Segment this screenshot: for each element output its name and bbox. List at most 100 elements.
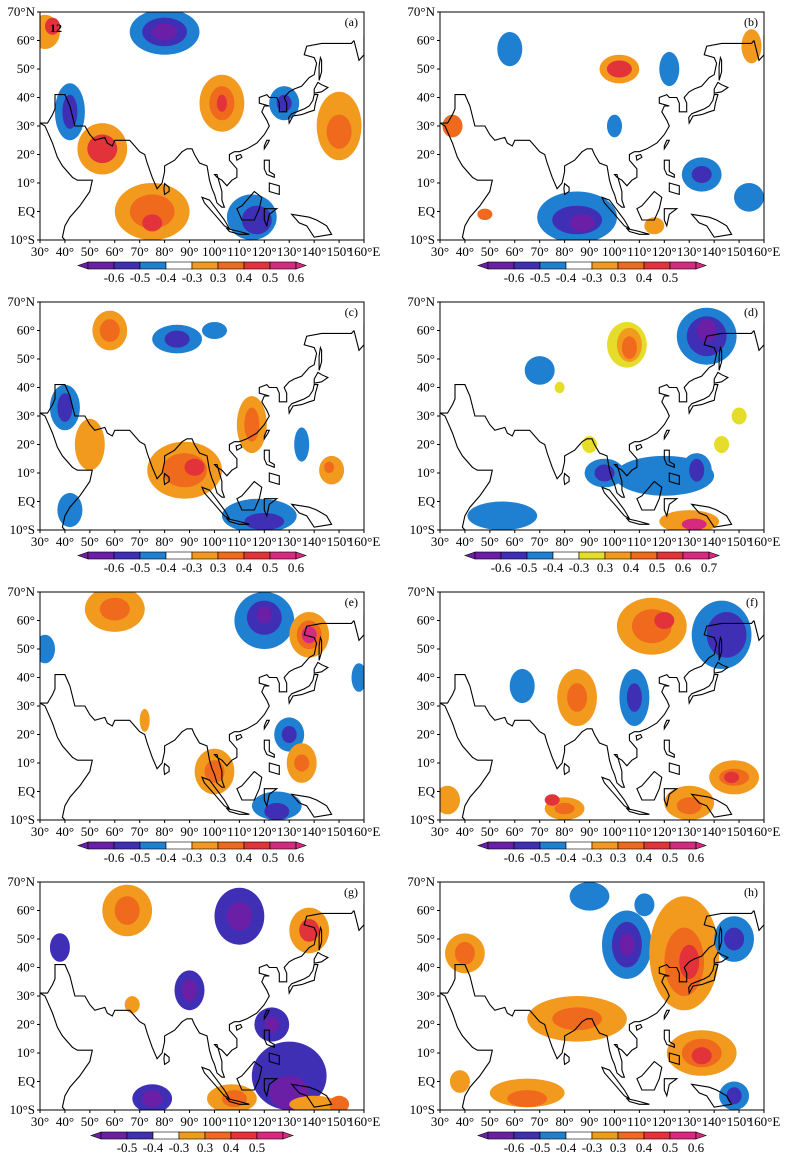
lon-tick-label: 120° <box>652 1114 677 1129</box>
lon-tick-label: 120° <box>652 824 677 839</box>
colorbar-swatch <box>487 1131 515 1140</box>
lon-tick-label: 160°E <box>348 244 381 259</box>
lat-tick-label: 70°N <box>7 4 35 19</box>
lon-tick-label: 60° <box>506 824 524 839</box>
colorbar-tick-label: -0.4 <box>543 560 564 575</box>
colorbar-tick-label: 0.4 <box>223 1140 240 1155</box>
anomaly-region <box>554 802 575 815</box>
colorbar-swatch <box>565 1131 593 1140</box>
colorbar-tick-label: -0.6 <box>504 850 525 865</box>
lat-tick-label: 70°N <box>407 584 435 599</box>
lon-tick-label: 70° <box>131 1114 149 1129</box>
lon-tick-label: 70° <box>531 244 549 259</box>
anomaly-region <box>681 518 707 530</box>
lat-tick-label: EQ <box>418 204 436 219</box>
anomaly-region <box>202 322 227 339</box>
colorbar-tick-label: 0.5 <box>249 1140 265 1155</box>
anomaly-region <box>619 933 635 957</box>
panel-label: (g) <box>344 885 358 899</box>
lon-tick-label: 110° <box>227 824 251 839</box>
lon-tick-label: 100° <box>602 1114 627 1129</box>
coastline <box>40 614 364 820</box>
colorbar-tick-label: -0.4 <box>143 1140 164 1155</box>
lon-tick-label: 40° <box>456 1114 474 1129</box>
lon-tick-label: 50° <box>481 824 499 839</box>
lon-tick-label: 40° <box>56 1114 74 1129</box>
anomaly-region <box>676 797 702 815</box>
anomaly-region <box>524 356 555 385</box>
lon-tick-label: 120° <box>252 244 277 259</box>
lon-tick-label: 70° <box>131 824 149 839</box>
lon-tick-label: 30° <box>31 244 49 259</box>
colorbar-swatch <box>591 1131 619 1140</box>
anomaly-region <box>691 1047 712 1065</box>
lon-tick-label: 140° <box>302 534 327 549</box>
colorbar-swatch <box>669 261 697 270</box>
lon-tick-label: 110° <box>627 244 651 259</box>
colorbar-tick-label: 0.4 <box>236 560 253 575</box>
colorbar-tick-label: -0.6 <box>491 560 512 575</box>
lat-tick-label: 70°N <box>7 584 35 599</box>
anomaly-region <box>182 978 197 1002</box>
map-panel-f: (f) 70°N 60° 50° 40° 30° 20° 10° EQ 10°S 30° 40° 50°… <box>400 580 800 870</box>
colorbar-swatch <box>178 1131 206 1140</box>
lat-tick-label: 20° <box>17 147 35 162</box>
lat-tick-label: 60° <box>417 613 435 628</box>
anomaly-field-a <box>40 12 364 240</box>
anomaly-region <box>567 683 588 712</box>
coastline <box>440 614 764 820</box>
colorbar-swatch <box>87 841 115 850</box>
colorbar-tick-label: -0.5 <box>130 560 151 575</box>
colorbar-swatch <box>617 841 645 850</box>
colorbar-swatch <box>643 261 671 270</box>
colorbar-tick-label: 0.3 <box>610 270 626 285</box>
colorbar-swatch <box>669 1131 697 1140</box>
colorbar-tick-label: 0.6 <box>688 1140 705 1155</box>
lon-tick-label: 100° <box>202 824 227 839</box>
lon-tick-label: 160°E <box>748 824 781 839</box>
colorbar-swatch <box>126 1131 154 1140</box>
lon-tick-label: 110° <box>627 824 651 839</box>
lat-tick-label: 70°N <box>407 294 435 309</box>
lon-tick-label: 60° <box>106 534 124 549</box>
lon-tick-label: 60° <box>106 1114 124 1129</box>
lon-tick-label: 30° <box>31 824 49 839</box>
colorbar-tick-label: 0.5 <box>662 850 678 865</box>
lat-tick-label: EQ <box>418 494 436 509</box>
colorbar-swatch <box>500 551 528 560</box>
lat-tick-label: 70°N <box>7 294 35 309</box>
lon-tick-label: 140° <box>702 534 727 549</box>
lon-tick-label: 130° <box>677 534 702 549</box>
colorbar-swatch <box>513 261 541 270</box>
colorbar-tick-label: -0.3 <box>582 1140 603 1155</box>
anomaly-region <box>276 94 292 112</box>
lon-tick-label: 30° <box>431 534 449 549</box>
colorbar-tick-label: -0.3 <box>569 560 590 575</box>
anomaly-region <box>264 1016 280 1033</box>
lon-tick-label: 60° <box>106 244 124 259</box>
anomaly-field-b <box>440 12 764 240</box>
colorbar: -0.6 -0.5 -0.4 -0.3 0.3 0.4 0.5 <box>477 261 707 285</box>
lat-tick-label: 60° <box>17 903 35 918</box>
lon-tick-label: 50° <box>81 824 99 839</box>
lat-tick-label: 60° <box>17 323 35 338</box>
lat-tick-label: 10° <box>417 755 435 770</box>
lon-tick-label: 90° <box>580 824 598 839</box>
colorbar-tick-label: 0.4 <box>236 270 253 285</box>
colorbar-swatch <box>617 1131 645 1140</box>
colorbar-tick-label: 0.5 <box>662 270 678 285</box>
anomaly-region <box>99 597 130 621</box>
lon-tick-label: 100° <box>202 1114 227 1129</box>
colorbar-tick-label: -0.6 <box>504 1140 525 1155</box>
anomaly-field-c <box>40 302 364 530</box>
lat-tick-label: 30° <box>417 698 435 713</box>
map-panel-c: (c) 70°N 60° 50° 40° 30° 20° 10° EQ 10°S 30° 40° 50°… <box>0 290 400 580</box>
lon-tick-label: 50° <box>481 1114 499 1129</box>
colorbar-swatch <box>139 841 167 850</box>
colorbar: -0.6 -0.5 -0.4 -0.3 0.3 0.4 0.5 0.6 <box>477 841 707 865</box>
colorbar-tick-label: 0.3 <box>197 1140 213 1155</box>
lon-tick-label: 90° <box>180 244 198 259</box>
lon-tick-label: 110° <box>627 1114 651 1129</box>
colorbar-swatch <box>113 841 141 850</box>
